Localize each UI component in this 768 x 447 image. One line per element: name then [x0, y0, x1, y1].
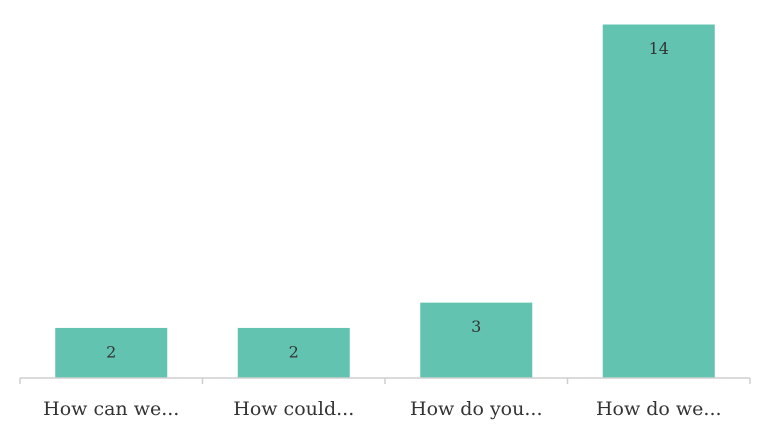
bar-2 — [236, 326, 351, 379]
category-label-3: How do you... — [410, 398, 542, 420]
data-label-2: 2 — [289, 342, 299, 361]
bar-4 — [601, 23, 716, 379]
bar-3 — [419, 301, 534, 379]
data-label-3: 3 — [471, 317, 481, 336]
bars-group — [54, 23, 716, 379]
data-label-1: 2 — [106, 342, 116, 361]
category-label-2: How could... — [233, 398, 354, 420]
x-axis-ticks — [19, 378, 751, 384]
data-labels-group: 2 2 3 14 — [106, 39, 669, 361]
data-label-4: 14 — [649, 39, 669, 58]
category-label-4: How do we... — [596, 398, 722, 420]
bar-1 — [54, 326, 169, 379]
category-labels-group: How can we... How could... How do you... Ho… — [43, 398, 721, 420]
category-label-1: How can we... — [43, 398, 179, 420]
